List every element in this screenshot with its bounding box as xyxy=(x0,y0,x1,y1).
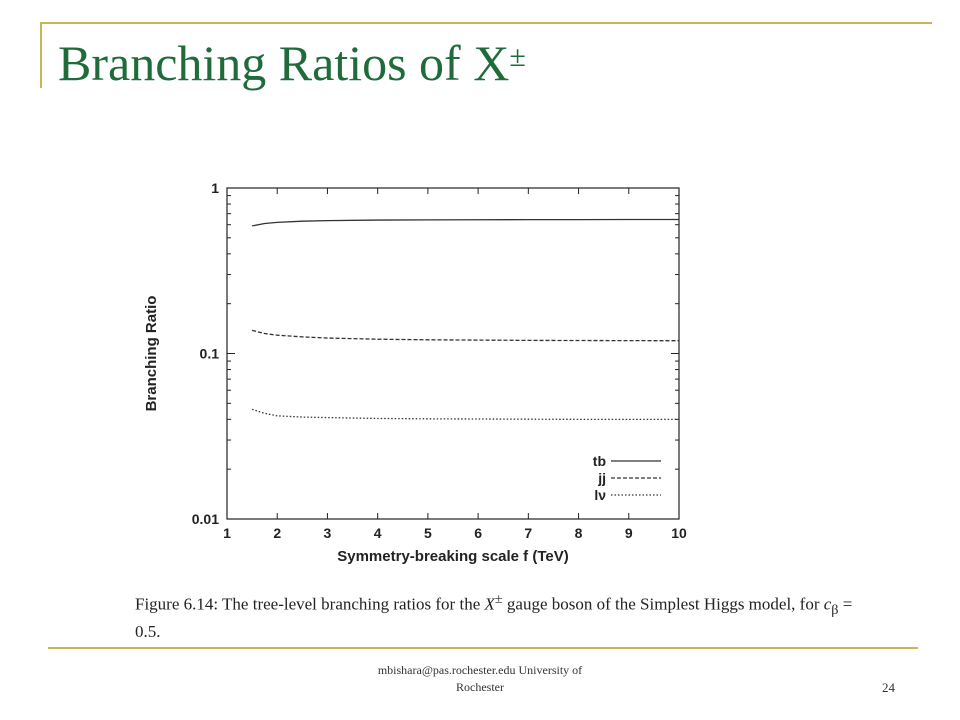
caption-suffix: = 0.5. xyxy=(135,594,853,642)
legend-label-tb: tb xyxy=(593,453,606,469)
footer-line-1: mbishara@pas.rochester.edu University of xyxy=(377,663,583,677)
series-line-tb xyxy=(251,218,679,227)
plot-area: 1 2 3 4 5 6 7 8 9 10 0.01 0.1 1 Symmetry-breaking sca… xyxy=(143,180,687,565)
x-tick-label-2: 3 xyxy=(324,525,332,541)
x-tick-label-4: 5 xyxy=(424,525,432,541)
caption-param-subscript: β xyxy=(831,602,839,619)
y-tick-label-2: 1 xyxy=(211,180,219,196)
x-tick-label-8: 9 xyxy=(625,525,633,541)
figure-caption: Figure 6.14: The tree-level branching ra… xyxy=(135,588,880,643)
x-tick-label-6: 7 xyxy=(524,525,532,541)
x-tick-label-5: 6 xyxy=(474,525,482,541)
x-tick-label-9: 10 xyxy=(671,525,687,541)
caption-symbol-superscript: ± xyxy=(494,591,503,607)
x-tick-label-3: 4 xyxy=(374,525,382,541)
slide-title: Branching Ratios of X± xyxy=(58,34,526,92)
y-axis-label: Branching Ratio xyxy=(143,296,160,412)
series-line-jj xyxy=(251,329,680,342)
x-tick-label-0: 1 xyxy=(223,525,231,541)
footer: mbishara@pas.rochester.edu University of… xyxy=(330,662,630,696)
slide-title-main: Branching Ratios of X xyxy=(58,35,510,91)
caption-prefix: Figure 6.14: The tree-level branching ra… xyxy=(135,594,485,614)
y-tick-label-0: 0.01 xyxy=(192,511,219,527)
caption-param: c xyxy=(823,594,832,614)
x-tick-label-7: 8 xyxy=(575,525,583,541)
top-accent-rule xyxy=(40,22,932,24)
left-accent-rule xyxy=(40,22,42,88)
legend-label-jj: jj xyxy=(597,470,606,486)
legend-label-lν: lν xyxy=(594,487,606,503)
slide-title-superscript: ± xyxy=(509,40,526,73)
x-axis-label: Symmetry-breaking scale f (TeV) xyxy=(337,548,568,565)
plot-frame xyxy=(226,187,680,520)
y-tick-label-1: 0.1 xyxy=(200,346,220,362)
bottom-accent-rule xyxy=(48,647,918,649)
caption-symbol: X xyxy=(484,594,495,614)
x-tick-label-1: 2 xyxy=(273,525,281,541)
series-line-lν xyxy=(251,408,679,421)
footer-line-2: Rochester xyxy=(456,680,504,694)
caption-middle: gauge boson of the Simplest Higgs model,… xyxy=(502,594,824,614)
branching-ratio-chart: 1 2 3 4 5 6 7 8 9 10 0.01 0.1 1 Symmetry-breaking sca… xyxy=(143,180,687,565)
page-number: 24 xyxy=(882,680,895,695)
